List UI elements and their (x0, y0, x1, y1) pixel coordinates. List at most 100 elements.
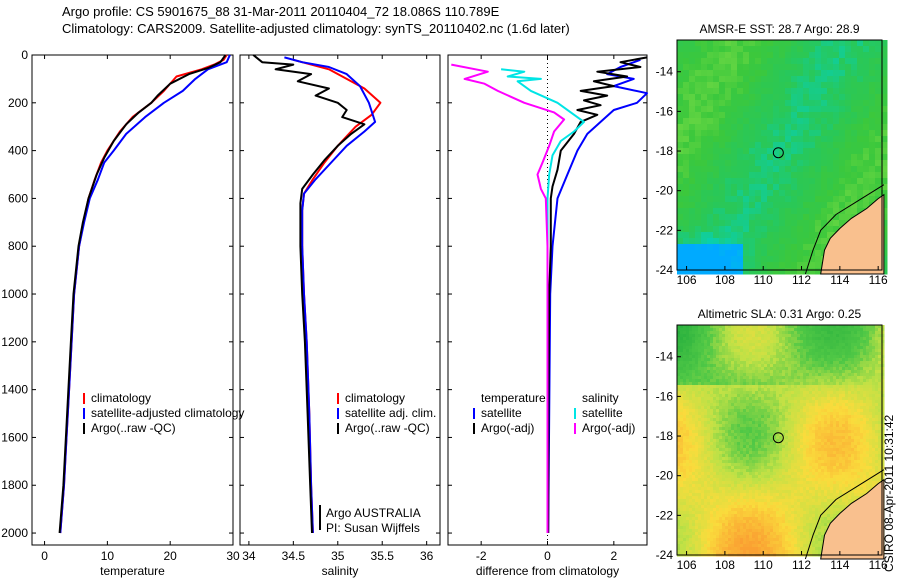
sla-cell (791, 400, 795, 404)
sst-cell (719, 40, 726, 47)
sla-cell (776, 349, 780, 353)
sla-cell (878, 469, 882, 473)
sst-cell (785, 262, 792, 269)
sla-cell (845, 352, 849, 356)
sla-cell (743, 382, 747, 386)
sla-cell (680, 352, 684, 356)
sla-cell (800, 352, 804, 356)
sla-cell (683, 379, 687, 383)
sla-cell (845, 346, 849, 350)
sla-cell (680, 355, 684, 359)
sla-cell (791, 403, 795, 407)
sla-cell (878, 427, 882, 431)
sst-cell (749, 112, 756, 119)
sst-cell (761, 58, 768, 65)
sla-cell (731, 340, 735, 344)
sst-cell (767, 244, 774, 251)
sla-cell (719, 373, 723, 377)
sla-cell (821, 379, 825, 383)
sst-cell (683, 130, 690, 137)
sla-cell (746, 376, 750, 380)
sst-cell (701, 148, 708, 155)
sla-cell (851, 376, 855, 380)
sla-cell (692, 472, 696, 476)
sst-cell (743, 100, 750, 107)
sla-cell (830, 349, 834, 353)
sst-cell (767, 196, 774, 203)
sla-cell (710, 403, 714, 407)
sst-cell (689, 214, 696, 221)
sst-cell (797, 262, 804, 269)
sla-cell (863, 337, 867, 341)
sla-cell (767, 397, 771, 401)
sla-cell (788, 403, 792, 407)
sst-cell (857, 52, 864, 59)
sla-cell (695, 418, 699, 422)
sla-cell (677, 361, 681, 365)
sst-cell (755, 154, 762, 161)
sla-cell (818, 373, 822, 377)
sst-cell (881, 118, 888, 125)
sla-cell (791, 418, 795, 422)
sla-cell (857, 379, 861, 383)
sla-cell (794, 388, 798, 392)
sst-cell (743, 148, 750, 155)
sla-cell (764, 367, 768, 371)
sla-cell (812, 409, 816, 413)
sst-cell (695, 196, 702, 203)
sla-cell (713, 337, 717, 341)
sla-cell (785, 340, 789, 344)
sla-cell (758, 364, 762, 368)
sst-cell (713, 58, 720, 65)
sst-cell (881, 136, 888, 143)
sla-cell (692, 451, 696, 455)
sla-cell (740, 349, 744, 353)
sla-cell (791, 427, 795, 431)
sst-cell (833, 136, 840, 143)
sla-cell (698, 355, 702, 359)
difference-xtick-label: -2 (476, 549, 487, 563)
sla-cell (761, 430, 765, 434)
sla-cell (755, 418, 759, 422)
sla-cell (809, 382, 813, 386)
sla-cell (701, 391, 705, 395)
sst-cell (749, 136, 756, 143)
sst-cell (857, 106, 864, 113)
sla-cell (803, 448, 807, 452)
sst-cell (737, 112, 744, 119)
sla-cell (854, 448, 858, 452)
sst-cell (785, 88, 792, 95)
sla-cell (701, 469, 705, 473)
sla-cell (710, 472, 714, 476)
sst-cell (689, 148, 696, 155)
sst-cell (755, 88, 762, 95)
sla-cell (803, 352, 807, 356)
sla-cell (806, 358, 810, 362)
sla-cell (707, 415, 711, 419)
sst-cell (851, 118, 858, 125)
sla-cell (707, 370, 711, 374)
sla-cell (785, 406, 789, 410)
sla-cell (776, 373, 780, 377)
sst-cell (845, 178, 852, 185)
sla-cell (851, 457, 855, 461)
sla-cell (782, 382, 786, 386)
sst-cell (803, 238, 810, 245)
sst-cell (707, 76, 714, 83)
sla-cell (827, 373, 831, 377)
sla-cell (782, 361, 786, 365)
sst-cell (725, 46, 732, 53)
sst-cell (791, 82, 798, 89)
sla-cell (845, 406, 849, 410)
sst-cell (683, 268, 690, 275)
sla-cell (857, 421, 861, 425)
sst-cell (875, 166, 882, 173)
sst-cell (773, 196, 780, 203)
sla-cell (878, 373, 882, 377)
sst-cell (761, 100, 768, 107)
sst-cell (803, 160, 810, 167)
sst-cell (749, 208, 756, 215)
sla-cell (770, 343, 774, 347)
sla-cell (881, 397, 885, 401)
sla-cell (722, 433, 726, 437)
